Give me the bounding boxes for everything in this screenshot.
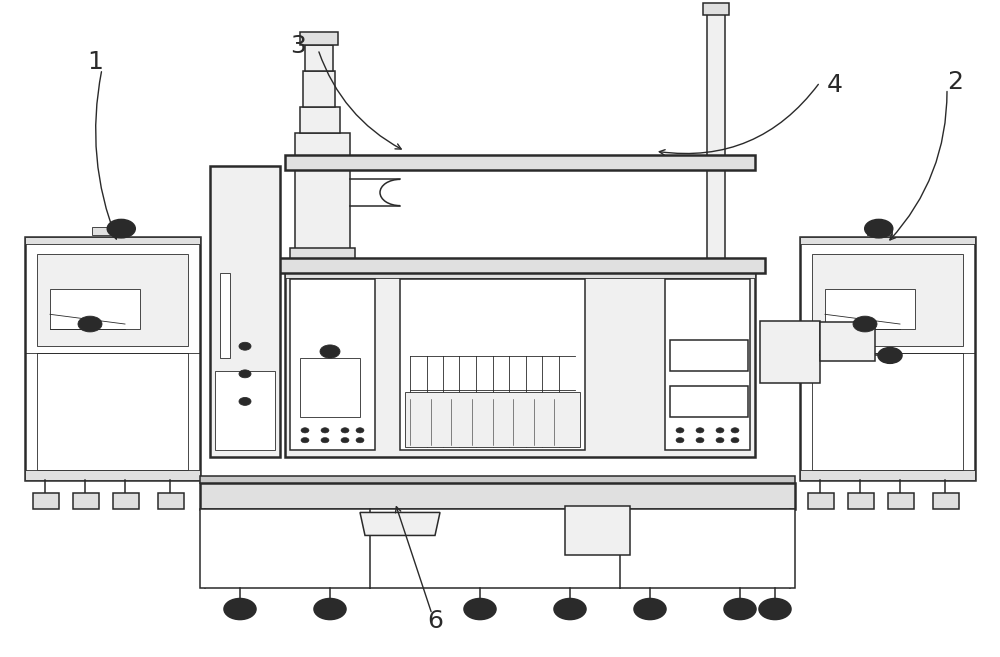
Bar: [760, 321, 820, 383]
Bar: [37, 353, 188, 470]
Bar: [800, 470, 975, 480]
Circle shape: [356, 438, 364, 443]
Circle shape: [314, 599, 346, 620]
Bar: [285, 155, 755, 170]
Text: 1: 1: [87, 51, 103, 74]
Bar: [285, 271, 755, 278]
Bar: [210, 166, 280, 457]
Bar: [300, 32, 338, 45]
Circle shape: [239, 397, 251, 405]
Text: 6: 6: [427, 609, 443, 633]
Circle shape: [341, 438, 349, 443]
Bar: [703, 3, 729, 15]
Circle shape: [107, 219, 135, 238]
Bar: [290, 279, 375, 450]
Bar: [285, 273, 755, 457]
Bar: [565, 506, 630, 555]
Bar: [220, 273, 230, 358]
Circle shape: [716, 428, 724, 433]
Circle shape: [634, 599, 666, 620]
Circle shape: [696, 438, 704, 443]
Bar: [200, 509, 795, 588]
Circle shape: [341, 428, 349, 433]
Circle shape: [321, 428, 329, 433]
Bar: [707, 9, 725, 258]
Bar: [295, 133, 350, 258]
Circle shape: [301, 428, 309, 433]
Bar: [25, 237, 200, 244]
Circle shape: [239, 342, 251, 350]
Bar: [25, 237, 200, 480]
Circle shape: [696, 428, 704, 433]
Polygon shape: [360, 512, 440, 535]
Circle shape: [78, 316, 102, 332]
Text: 2: 2: [947, 70, 963, 94]
Circle shape: [239, 370, 251, 378]
Bar: [808, 493, 834, 509]
Circle shape: [321, 438, 329, 443]
Bar: [158, 493, 184, 509]
Bar: [50, 290, 140, 329]
Bar: [92, 227, 116, 235]
Bar: [73, 493, 99, 509]
Bar: [113, 493, 139, 509]
Text: 3: 3: [290, 34, 306, 58]
Bar: [820, 321, 875, 361]
Circle shape: [676, 438, 684, 443]
Bar: [200, 476, 795, 483]
Bar: [670, 386, 748, 417]
Bar: [305, 45, 333, 71]
Bar: [812, 353, 963, 470]
Circle shape: [554, 599, 586, 620]
Bar: [400, 279, 585, 450]
Bar: [800, 237, 975, 480]
Circle shape: [724, 599, 756, 620]
Bar: [215, 371, 275, 450]
Bar: [300, 107, 340, 133]
Bar: [290, 248, 355, 258]
Bar: [405, 392, 580, 447]
Circle shape: [676, 428, 684, 433]
Bar: [933, 493, 959, 509]
Bar: [848, 493, 874, 509]
Circle shape: [320, 345, 340, 358]
Circle shape: [865, 219, 893, 238]
Bar: [825, 290, 915, 329]
Circle shape: [301, 438, 309, 443]
Bar: [300, 358, 360, 417]
Bar: [37, 254, 188, 346]
Circle shape: [731, 428, 739, 433]
Circle shape: [731, 438, 739, 443]
Bar: [888, 493, 914, 509]
Bar: [670, 340, 748, 371]
Bar: [303, 71, 335, 107]
Circle shape: [224, 599, 256, 620]
Bar: [275, 258, 765, 273]
Circle shape: [356, 428, 364, 433]
Bar: [200, 483, 795, 509]
Bar: [812, 254, 963, 346]
Text: 4: 4: [827, 74, 843, 97]
Circle shape: [853, 316, 877, 332]
Circle shape: [716, 438, 724, 443]
Bar: [866, 227, 892, 235]
Circle shape: [878, 348, 902, 363]
Circle shape: [759, 599, 791, 620]
Bar: [33, 493, 59, 509]
Bar: [800, 237, 975, 244]
Bar: [25, 470, 200, 480]
Circle shape: [464, 599, 496, 620]
Bar: [665, 279, 750, 450]
